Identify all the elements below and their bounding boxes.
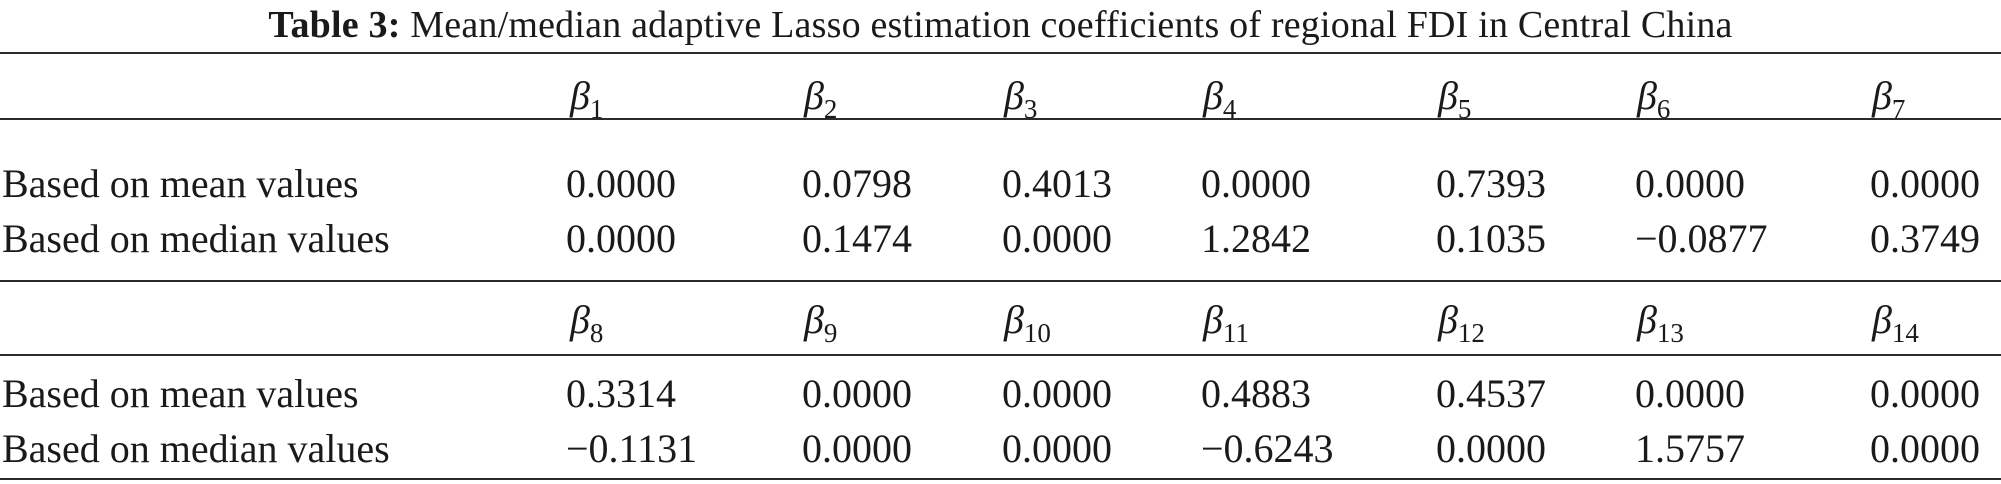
table-cell: 0.0000 xyxy=(1870,426,1980,471)
block-separator-rule xyxy=(0,280,2001,282)
table-cell: 0.0000 xyxy=(1002,216,1112,261)
beta-header: β13 xyxy=(1637,297,1684,348)
header-rule-1 xyxy=(0,118,2001,120)
table-label: Table 3: xyxy=(268,4,401,46)
beta-header: β7 xyxy=(1872,73,1906,124)
table-cell: 0.0000 xyxy=(566,216,676,261)
table-cell: 0.0000 xyxy=(1870,161,1980,206)
table-cell: −0.1131 xyxy=(566,426,698,471)
table-cell: 0.0000 xyxy=(566,161,676,206)
beta-header: β5 xyxy=(1438,73,1472,124)
beta-header: β14 xyxy=(1872,297,1919,348)
table-cell: −0.0877 xyxy=(1635,216,1768,261)
table-cell: 0.0000 xyxy=(802,426,912,471)
table-cell: 0.0000 xyxy=(1635,161,1745,206)
table-cell: 1.5757 xyxy=(1635,426,1745,471)
table-cell: 1.2842 xyxy=(1201,216,1311,261)
table-cell: 0.0000 xyxy=(1002,426,1112,471)
table-cell: 0.1035 xyxy=(1436,216,1546,261)
beta-header: β10 xyxy=(1004,297,1051,348)
row-label: Based on mean values xyxy=(2,161,359,206)
beta-header: β2 xyxy=(804,73,838,124)
table-cell: 0.4013 xyxy=(1002,161,1112,206)
row-label: Based on mean values xyxy=(2,371,359,416)
table-cell: 0.4883 xyxy=(1201,371,1311,416)
header-rule-2 xyxy=(0,354,2001,356)
row-label: Based on median values xyxy=(2,426,390,471)
table-cell: 0.4537 xyxy=(1436,371,1546,416)
table-cell: 0.3749 xyxy=(1870,216,1980,261)
table-cell: 0.3314 xyxy=(566,371,676,416)
beta-header: β3 xyxy=(1004,73,1038,124)
table-cell: −0.6243 xyxy=(1201,426,1334,471)
beta-header: β1 xyxy=(570,73,604,124)
beta-header: β4 xyxy=(1203,73,1237,124)
top-rule xyxy=(0,52,2001,54)
beta-header: β11 xyxy=(1203,297,1249,348)
bottom-rule xyxy=(0,478,2001,480)
table-cell: 0.0000 xyxy=(1002,371,1112,416)
table-cell: 0.0000 xyxy=(802,371,912,416)
beta-header: β6 xyxy=(1637,73,1671,124)
beta-header: β8 xyxy=(570,297,604,348)
table-title: Mean/median adaptive Lasso estimation co… xyxy=(410,4,1733,46)
table-caption: Table 3: Mean/median adaptive Lasso esti… xyxy=(0,2,2001,48)
table-cell: 0.1474 xyxy=(802,216,912,261)
table-cell: 0.0000 xyxy=(1201,161,1311,206)
beta-header: β12 xyxy=(1438,297,1485,348)
table-cell: 0.0000 xyxy=(1870,371,1980,416)
table-cell: 0.0798 xyxy=(802,161,912,206)
beta-header: β9 xyxy=(804,297,838,348)
row-label: Based on median values xyxy=(2,216,390,261)
table-cell: 0.7393 xyxy=(1436,161,1546,206)
table-cell: 0.0000 xyxy=(1436,426,1546,471)
table-cell: 0.0000 xyxy=(1635,371,1745,416)
